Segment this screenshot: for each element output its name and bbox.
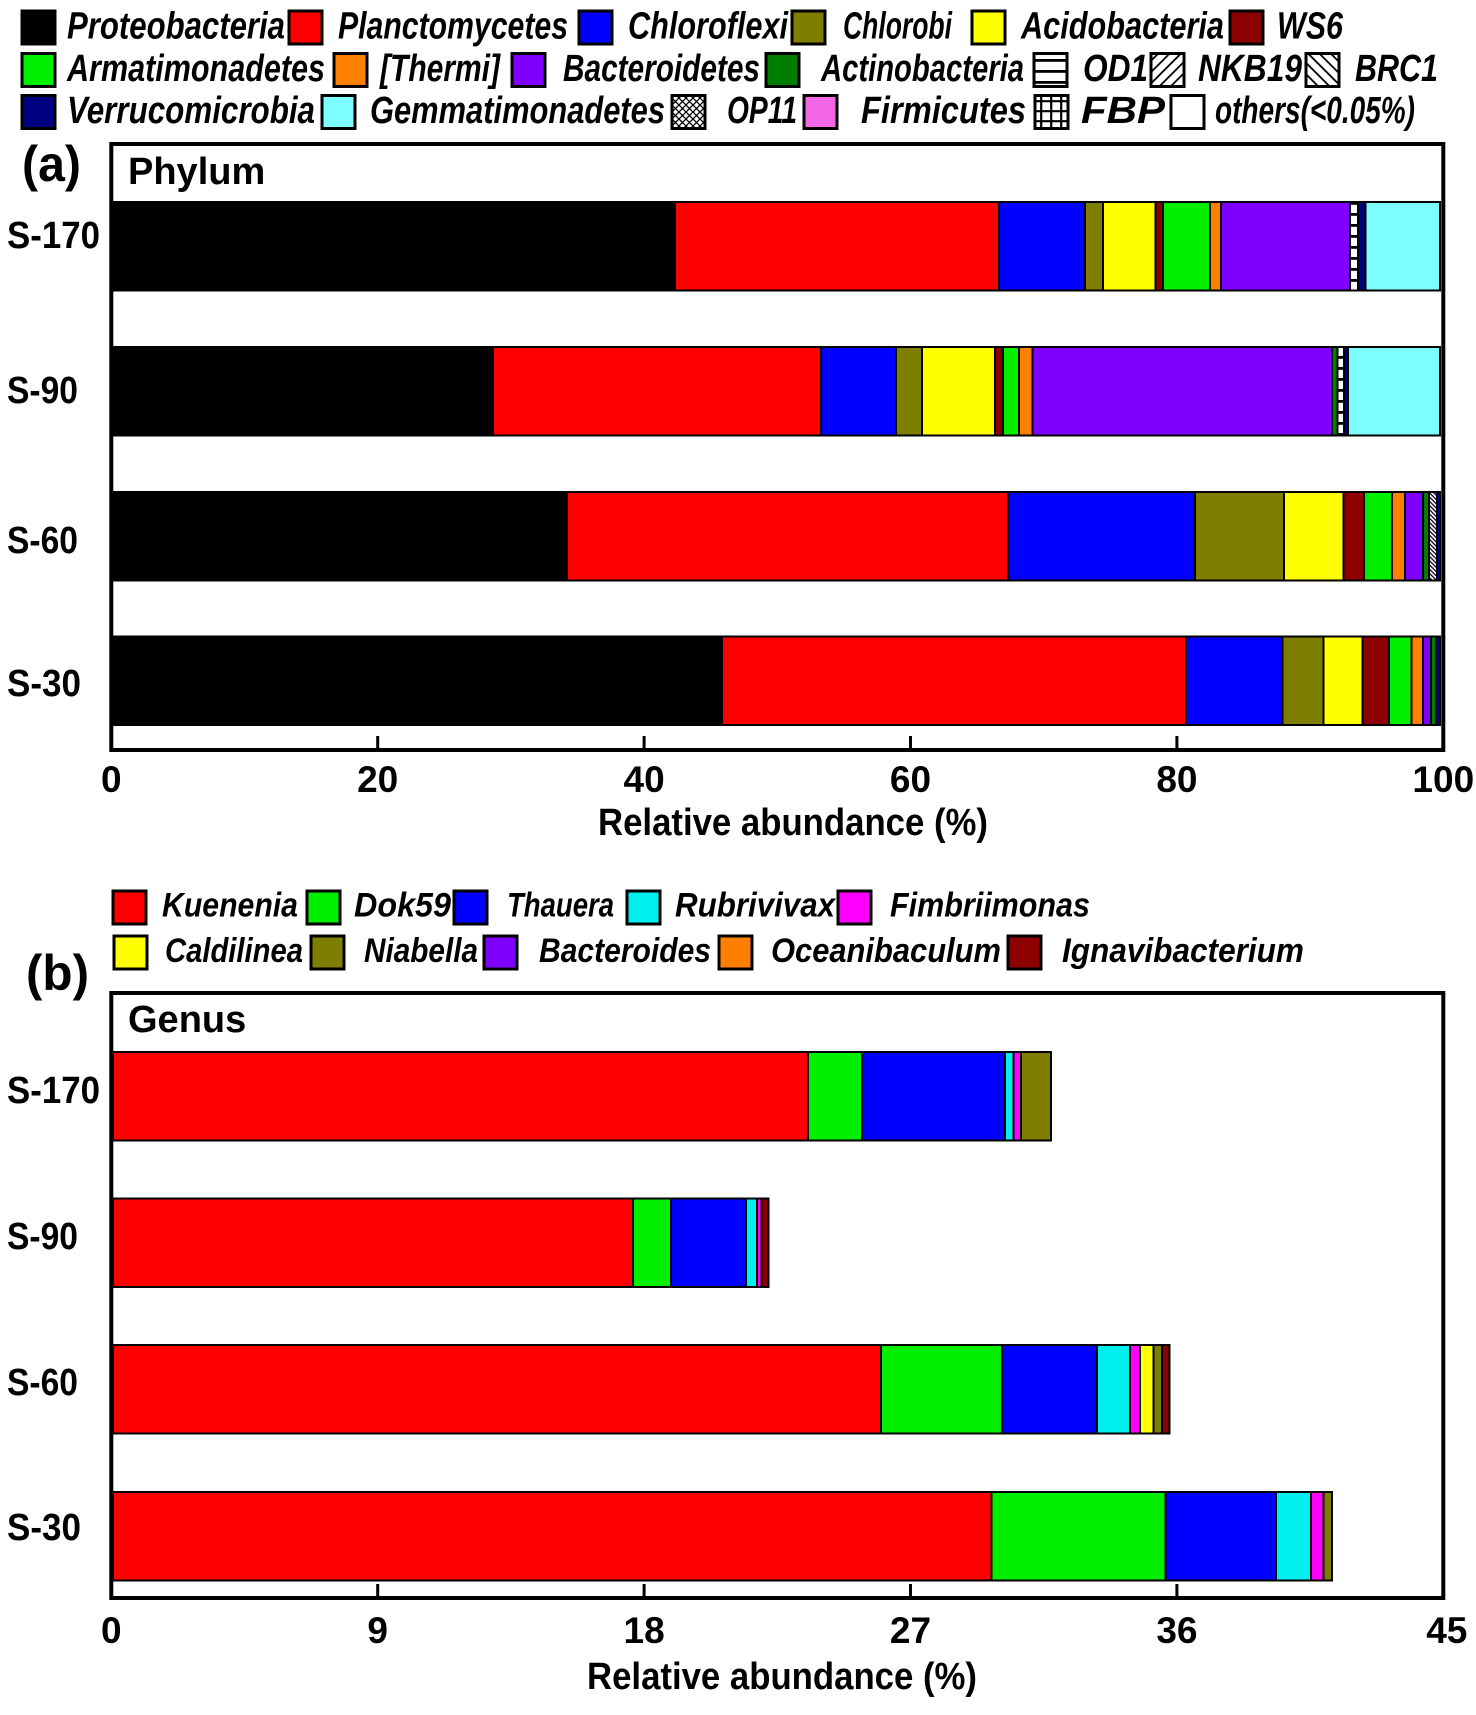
svg-text:Chloroflexi: Chloroflexi <box>628 6 789 48</box>
svg-text:Bacteroidetes: Bacteroidetes <box>563 48 760 90</box>
svg-text:S-60: S-60 <box>7 520 78 562</box>
svg-text:40: 40 <box>624 759 665 800</box>
svg-text:Dok59: Dok59 <box>354 887 451 925</box>
svg-text:WS6: WS6 <box>1277 6 1344 48</box>
svg-text:(b): (b) <box>26 945 89 1001</box>
svg-text:Oceanibaculum: Oceanibaculum <box>771 932 1001 970</box>
svg-text:Kuenenia: Kuenenia <box>162 887 298 925</box>
svg-text:Phylum: Phylum <box>128 151 265 193</box>
svg-text:FBP: FBP <box>1081 90 1166 132</box>
svg-text:Acidobacteria: Acidobacteria <box>1020 6 1224 48</box>
svg-text:Proteobacteria: Proteobacteria <box>67 6 285 48</box>
svg-text:20: 20 <box>357 759 398 800</box>
svg-text:S-60: S-60 <box>7 1362 78 1404</box>
svg-text:(a): (a) <box>22 136 81 192</box>
svg-text:Thauera: Thauera <box>507 887 614 925</box>
svg-text:80: 80 <box>1156 759 1197 800</box>
svg-text:18: 18 <box>624 1610 665 1651</box>
svg-text:S-30: S-30 <box>7 663 81 705</box>
svg-text:Planctomycetes: Planctomycetes <box>338 6 568 48</box>
svg-text:S-30: S-30 <box>7 1507 81 1549</box>
svg-text:Chlorobi: Chlorobi <box>843 6 953 48</box>
svg-text:Genus: Genus <box>128 999 246 1041</box>
svg-text:S-170: S-170 <box>7 215 100 257</box>
svg-text:Relative abundance (%): Relative abundance (%) <box>598 802 988 844</box>
svg-text:Actinobacteria: Actinobacteria <box>820 48 1024 90</box>
svg-text:0: 0 <box>101 759 122 800</box>
svg-text:Caldilinea: Caldilinea <box>165 932 303 970</box>
svg-text:9: 9 <box>367 1610 388 1651</box>
svg-text:NKB19: NKB19 <box>1198 48 1302 90</box>
svg-text:100: 100 <box>1412 759 1474 800</box>
svg-text:[Thermi]: [Thermi] <box>379 48 501 90</box>
svg-text:45: 45 <box>1426 1610 1467 1651</box>
svg-text:S-90: S-90 <box>7 1216 78 1258</box>
svg-text:Rubrivivax: Rubrivivax <box>675 887 837 925</box>
svg-text:S-170: S-170 <box>7 1070 100 1112</box>
svg-text:Relative abundance (%): Relative abundance (%) <box>587 1656 977 1698</box>
svg-text:Gemmatimonadetes: Gemmatimonadetes <box>370 90 665 132</box>
svg-text:60: 60 <box>890 759 931 800</box>
svg-text:Bacteroides: Bacteroides <box>539 932 711 970</box>
svg-text:others(<0.05%): others(<0.05%) <box>1215 90 1415 132</box>
svg-text:Firmicutes: Firmicutes <box>861 90 1026 132</box>
svg-text:36: 36 <box>1156 1610 1197 1651</box>
svg-text:Armatimonadetes: Armatimonadetes <box>66 48 325 90</box>
svg-text:27: 27 <box>890 1610 931 1651</box>
svg-text:Ignavibacterium: Ignavibacterium <box>1062 932 1304 970</box>
svg-text:0: 0 <box>101 1610 122 1651</box>
svg-text:Verrucomicrobia: Verrucomicrobia <box>67 90 315 132</box>
svg-text:BRC1: BRC1 <box>1355 48 1438 90</box>
svg-text:OP11: OP11 <box>727 90 797 132</box>
svg-text:S-90: S-90 <box>7 370 78 412</box>
svg-text:Niabella: Niabella <box>364 932 478 970</box>
svg-text:Fimbriimonas: Fimbriimonas <box>890 887 1090 925</box>
svg-text:OD1: OD1 <box>1083 48 1148 90</box>
